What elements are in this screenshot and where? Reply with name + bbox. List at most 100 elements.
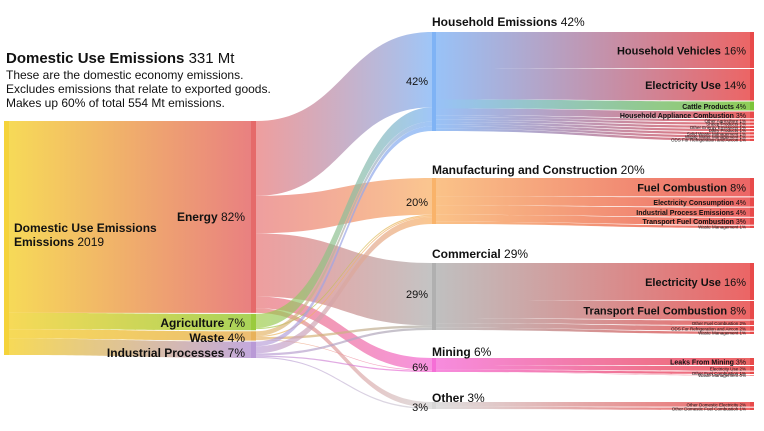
item-bar-commercial-other-fuel-combustion bbox=[750, 320, 754, 326]
item-bar-commercial-waste-management bbox=[750, 331, 754, 334]
group-bar-mining bbox=[432, 358, 436, 372]
link-energy-to-manufacturing-and-construction bbox=[256, 178, 432, 234]
item-label-other-other-domestic-electricity: Other Domestic Electricity 2% bbox=[686, 402, 746, 407]
sankey-labels: Household Vehicles 16% Electricity Use 14… bbox=[14, 15, 746, 414]
item-bar-household-emissions-cattle-products bbox=[750, 101, 754, 111]
item-bar-household-emissions-dairy-products bbox=[750, 129, 754, 132]
sankey-nodes bbox=[4, 32, 754, 410]
item-bar-other-other-domestic-fuel-combustion bbox=[750, 407, 754, 410]
link-mining-to-other-fuel-combustion bbox=[436, 369, 750, 374]
link-source-agriculture bbox=[9, 312, 251, 331]
item-bar-other-other-domestic-electricity bbox=[750, 402, 754, 407]
group-bar-household-emissions bbox=[432, 32, 436, 131]
link-commercial-to-waste-management bbox=[436, 327, 750, 334]
link-source-industrial-processes bbox=[9, 338, 251, 358]
item-bar-mining-electricity-use bbox=[750, 366, 754, 371]
item-label-household-emissions-cattle-products: Cattle Products 4% bbox=[682, 104, 746, 111]
item-bar-commercial-transport-fuel-combustion bbox=[750, 300, 754, 320]
item-bar-mining-waste-management bbox=[750, 375, 754, 376]
link-household-emissions-to-sheep-products bbox=[436, 117, 750, 125]
item-label-household-emissions-waste-water-management: Waste Water Management 1% bbox=[685, 135, 746, 140]
sector-bar-agriculture bbox=[251, 313, 256, 331]
link-industrial-processes-to-manufacturing-and-construction bbox=[256, 217, 432, 354]
item-label-commercial-other-fuel-combustion: Other Fuel Combustion 2% bbox=[692, 321, 746, 326]
link-waste-to-mining bbox=[256, 339, 432, 371]
link-household-emissions-to-ods-for-refrigeration-and-aircon bbox=[436, 128, 750, 141]
chart-header: Domestic Use Emissions 331 Mt These are … bbox=[6, 50, 306, 110]
group-bar-other bbox=[432, 402, 436, 409]
link-household-emissions-to-waste-water-management bbox=[436, 126, 750, 138]
item-bar-household-emissions-ods-for-refrigeration-and-aircon bbox=[750, 138, 754, 141]
sector-label-agriculture: Agriculture 7% bbox=[160, 316, 245, 330]
item-label-household-emissions-other-agriculture: Other Agriculture 1% bbox=[704, 118, 746, 123]
item-label-manufacturing-and-construction-fuel-combustion: Fuel Combustion 8% bbox=[637, 183, 746, 195]
link-industrial-processes-to-household-emissions bbox=[256, 126, 432, 347]
item-bar-household-emissions-waste-water-management bbox=[750, 135, 754, 138]
link-commercial-to-other-fuel-combustion bbox=[436, 318, 750, 326]
link-agriculture-to-household-emissions bbox=[256, 107, 432, 328]
source-label-name: Domestic Use Emissions bbox=[14, 221, 157, 235]
source-node-bar bbox=[4, 121, 9, 355]
link-manufacturing-and-construction-to-electricity-consumption bbox=[436, 196, 750, 207]
item-label-household-emissions-household-vehicles: Household Vehicles 16% bbox=[617, 45, 746, 57]
item-bar-household-emissions-other-energy-emissions bbox=[750, 125, 754, 128]
item-label-manufacturing-and-construction-transport-fuel-combustion: Transport Fuel Combustion 3% bbox=[643, 219, 746, 226]
item-bar-manufacturing-and-construction-electricity-consumption bbox=[750, 197, 754, 207]
chart-desc-line-3: Makes up 60% of total 554 Mt emissions. bbox=[6, 96, 225, 110]
item-label-mining-leaks-from-mining: Leaks From Mining 3% bbox=[670, 359, 746, 366]
group-pct-mining: 6% bbox=[412, 362, 428, 374]
item-label-mining-other-fuel-combustion: Other Fuel Combustion 1% bbox=[692, 371, 746, 376]
link-household-emissions-to-other-agriculture bbox=[436, 115, 750, 122]
link-household-emissions-to-dairy-products bbox=[436, 122, 750, 132]
link-commercial-to-transport-fuel-combustion bbox=[436, 299, 750, 320]
item-label-commercial-transport-fuel-combustion: Transport Fuel Combustion 8% bbox=[583, 306, 746, 318]
item-label-commercial-electricity-use: Electricity Use 16% bbox=[645, 277, 746, 289]
chart-desc-line-2: Excludes emissions that relate to export… bbox=[6, 82, 271, 96]
chart-title-text: Domestic Use Emissions bbox=[6, 50, 185, 67]
item-bar-household-emissions-electricity-use bbox=[750, 69, 754, 101]
link-other-to-other-domestic-electricity bbox=[436, 402, 750, 407]
item-bar-household-emissions-household-appliance-combustion bbox=[750, 111, 754, 119]
link-household-emissions-to-cattle-products bbox=[436, 99, 750, 111]
link-household-emissions-to-household-appliance-combustion bbox=[436, 108, 750, 119]
chart-title-value: 331 Mt bbox=[188, 50, 235, 67]
item-label-manufacturing-and-construction-industrial-process-emissions: Industrial Process Emissions 4% bbox=[636, 210, 746, 217]
group-pct-manufacturing-and-construction: 20% bbox=[406, 197, 428, 209]
link-manufacturing-and-construction-to-waste-management bbox=[436, 221, 750, 228]
group-label-commercial: Commercial 29% bbox=[432, 247, 528, 261]
group-pct-other: 3% bbox=[412, 402, 428, 414]
item-label-household-emissions-sheep-products: Sheep Products 1% bbox=[706, 122, 746, 127]
item-bar-commercial-electricity-use bbox=[750, 263, 754, 300]
group-bar-commercial bbox=[432, 263, 436, 330]
item-bar-manufacturing-and-construction-industrial-process-emissions bbox=[750, 207, 754, 217]
item-label-household-emissions-dairy-products: Dairy Products 1% bbox=[709, 128, 746, 133]
item-bar-mining-leaks-from-mining bbox=[750, 358, 754, 365]
link-source-energy bbox=[9, 121, 251, 313]
link-commercial-to-electricity-use bbox=[436, 263, 750, 300]
item-label-commercial-ods-for-refrigeration-and-aircon: ODS For Refrigeration and Aircon 2% bbox=[671, 326, 746, 331]
link-energy-to-household-emissions bbox=[256, 32, 432, 196]
item-bar-household-emissions-other-agriculture bbox=[750, 119, 754, 122]
item-label-other-other-domestic-fuel-combustion: Other Domestic Fuel Combustion 1% bbox=[672, 406, 746, 411]
group-label-mining: Mining 6% bbox=[432, 345, 492, 359]
item-label-household-emissions-solid-waste-management: Solid Waste Management 1% bbox=[687, 131, 746, 136]
link-household-emissions-to-electricity-use bbox=[436, 68, 750, 101]
item-bar-household-emissions-solid-waste-management bbox=[750, 132, 754, 135]
link-household-emissions-to-solid-waste-management bbox=[436, 124, 750, 135]
link-agriculture-to-manufacturing-and-construction bbox=[256, 214, 432, 330]
link-manufacturing-and-construction-to-fuel-combustion bbox=[436, 178, 750, 197]
source-label-year: Emissions 2019 bbox=[14, 235, 104, 249]
item-label-household-emissions-other-energy-emissions: Other Energy Emissions 1% bbox=[690, 125, 746, 130]
group-label-manufacturing-and-construction: Manufacturing and Construction 20% bbox=[432, 163, 645, 177]
link-waste-to-household-emissions bbox=[256, 121, 432, 336]
sankey-links bbox=[9, 32, 750, 410]
link-other-to-other-domestic-fuel-combustion bbox=[436, 406, 750, 410]
link-household-emissions-to-other-energy-emissions bbox=[436, 119, 750, 128]
link-mining-to-electricity-use bbox=[436, 365, 750, 371]
item-bar-commercial-ods-for-refrigeration-and-aircon bbox=[750, 326, 754, 331]
item-label-mining-electricity-use: Electricity Use 2% bbox=[710, 366, 746, 371]
group-bar-manufacturing-and-construction bbox=[432, 178, 436, 224]
link-energy-to-commercial bbox=[256, 233, 432, 326]
item-bar-mining-other-fuel-combustion bbox=[750, 371, 754, 374]
link-manufacturing-and-construction-to-transport-fuel-combustion bbox=[436, 214, 750, 225]
